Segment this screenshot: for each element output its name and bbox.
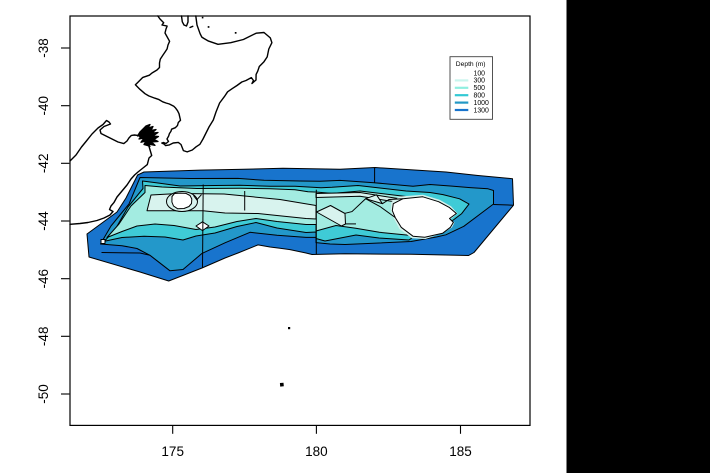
- svg-text:500: 500: [474, 85, 486, 92]
- svg-text:185: 185: [449, 444, 472, 459]
- svg-text:-40: -40: [36, 96, 51, 116]
- svg-text:175: 175: [161, 444, 184, 459]
- svg-text:-38: -38: [36, 38, 51, 58]
- svg-text:Depth (m): Depth (m): [456, 61, 486, 68]
- svg-text:-50: -50: [36, 384, 51, 404]
- svg-text:180: 180: [305, 444, 328, 459]
- svg-text:1300: 1300: [474, 107, 489, 114]
- svg-text:-46: -46: [36, 269, 51, 289]
- svg-text:300: 300: [474, 78, 486, 85]
- svg-text:1000: 1000: [474, 100, 489, 107]
- svg-text:-48: -48: [36, 327, 51, 347]
- svg-text:100: 100: [474, 70, 486, 77]
- svg-text:-44: -44: [36, 211, 51, 231]
- svg-text:-42: -42: [36, 154, 51, 174]
- svg-text:800: 800: [474, 93, 486, 100]
